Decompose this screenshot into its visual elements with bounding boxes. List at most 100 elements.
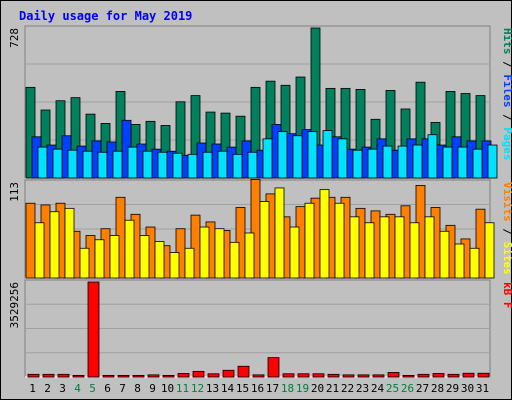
legend-item: Sites bbox=[501, 242, 512, 275]
bar-pages-day-22 bbox=[352, 149, 363, 179]
bar-sites-day-24 bbox=[379, 216, 390, 279]
bar-kbytes-day-2 bbox=[42, 373, 55, 378]
legend-item: Visits bbox=[501, 182, 512, 222]
x-tick-label: 1 bbox=[29, 382, 36, 395]
panel-1: 728 Hits / Files / Pages bbox=[8, 25, 512, 179]
bar-sites-day-3 bbox=[64, 207, 75, 279]
x-tick-label: 11 bbox=[176, 382, 189, 395]
bar-sites-day-1 bbox=[34, 222, 45, 279]
legend-item: kB F bbox=[501, 282, 512, 309]
bar-pages-day-31 bbox=[487, 144, 498, 179]
chart-panels: 728 Hits / Files / Pages 113 Visits / Sites… bbox=[8, 25, 512, 378]
bar-kbytes-day-4 bbox=[72, 374, 85, 378]
bar-sites-day-14 bbox=[229, 241, 240, 279]
x-tick-label: 18 bbox=[281, 382, 294, 395]
bar-pages-day-9 bbox=[157, 151, 168, 179]
bar-pages-day-3 bbox=[67, 149, 78, 179]
panel-max-label: 3529256 bbox=[8, 282, 21, 328]
x-tick-label: 27 bbox=[416, 382, 429, 395]
bar-sites-day-18 bbox=[289, 226, 300, 279]
x-tick-label: 17 bbox=[266, 382, 279, 395]
bar-kbytes-day-6 bbox=[102, 374, 115, 378]
bar-pages-day-12 bbox=[202, 151, 213, 179]
bar-pages-day-30 bbox=[472, 148, 483, 179]
x-tick-label: 9 bbox=[149, 382, 156, 395]
bar-kbytes-day-3 bbox=[57, 373, 70, 378]
bar-pages-day-18 bbox=[292, 135, 303, 179]
bar-kbytes-day-22 bbox=[342, 374, 355, 378]
bar-sites-day-15 bbox=[244, 232, 255, 279]
bar-sites-day-4 bbox=[79, 247, 90, 279]
bar-pages-day-24 bbox=[382, 145, 393, 179]
legend-separator: / bbox=[501, 108, 512, 128]
bar-pages-day-11 bbox=[187, 153, 198, 179]
x-tick-label: 25 bbox=[386, 382, 399, 395]
bar-pages-day-20 bbox=[322, 130, 333, 179]
x-tick-label: 10 bbox=[161, 382, 174, 395]
panel-legend: kB F bbox=[501, 282, 512, 309]
bar-pages-day-5 bbox=[97, 151, 108, 179]
bar-sites-day-7 bbox=[124, 219, 135, 279]
bar-kbytes-day-31 bbox=[477, 372, 490, 378]
bar-kbytes-day-28 bbox=[432, 373, 445, 378]
x-tick-label: 16 bbox=[251, 382, 264, 395]
bar-sites-day-26 bbox=[409, 222, 420, 279]
bar-sites-day-22 bbox=[349, 216, 360, 279]
bar-kbytes-day-7 bbox=[117, 374, 130, 378]
bar-kbytes-day-19 bbox=[297, 373, 310, 378]
x-tick-label: 24 bbox=[371, 382, 385, 395]
bar-kbytes-day-29 bbox=[447, 373, 460, 378]
bar-visits-day-1 bbox=[25, 202, 36, 279]
bar-kbytes-day-26 bbox=[402, 374, 415, 378]
bar-pages-day-15 bbox=[247, 151, 258, 179]
legend-text: Visits / Sites bbox=[501, 182, 512, 275]
bar-sites-day-30 bbox=[469, 247, 480, 279]
legend-item: Hits bbox=[501, 28, 512, 55]
bar-sites-day-17 bbox=[274, 187, 285, 279]
legend-item: Files bbox=[501, 74, 512, 107]
x-tick-label: 31 bbox=[476, 382, 489, 395]
bar-pages-day-28 bbox=[442, 146, 453, 179]
legend-text: Hits / Files / Pages bbox=[501, 28, 512, 161]
bar-kbytes-day-20 bbox=[312, 373, 325, 378]
bar-kbytes-day-14 bbox=[222, 369, 235, 378]
x-tick-label: 8 bbox=[134, 382, 141, 395]
bar-sites-day-12 bbox=[199, 226, 210, 279]
legend-separator: / bbox=[501, 222, 512, 242]
x-tick-label: 14 bbox=[221, 382, 235, 395]
bar-pages-day-23 bbox=[367, 148, 378, 179]
x-tick-label: 20 bbox=[311, 382, 324, 395]
x-tick-label: 19 bbox=[296, 382, 309, 395]
bar-sites-day-25 bbox=[394, 216, 405, 279]
x-tick-label: 12 bbox=[191, 382, 204, 395]
bar-sites-day-8 bbox=[139, 235, 150, 279]
bar-pages-day-7 bbox=[127, 146, 138, 179]
x-tick-label: 29 bbox=[446, 382, 459, 395]
bar-sites-day-19 bbox=[304, 202, 315, 279]
bar-sites-day-2 bbox=[49, 211, 60, 279]
bar-sites-day-20 bbox=[319, 189, 330, 279]
bar-kbytes-day-10 bbox=[162, 374, 175, 378]
bar-sites-day-23 bbox=[364, 222, 375, 279]
x-tick-label: 28 bbox=[431, 382, 444, 395]
panel-legend: Visits / Sites bbox=[501, 182, 512, 275]
panel-legend: Hits / Files / Pages bbox=[501, 28, 512, 161]
bar-sites-day-21 bbox=[334, 202, 345, 279]
bar-pages-day-14 bbox=[232, 153, 243, 179]
bar-pages-day-10 bbox=[172, 152, 183, 179]
panel-2: 113 Visits / Sites bbox=[8, 179, 512, 279]
bar-pages-day-1 bbox=[37, 146, 48, 179]
bar-pages-day-17 bbox=[277, 131, 288, 179]
panel-max-label: 113 bbox=[8, 182, 21, 202]
legend-text: kB F bbox=[501, 282, 512, 309]
bar-kbytes-day-17 bbox=[267, 357, 280, 378]
x-tick-label: 13 bbox=[206, 382, 219, 395]
bar-pages-day-8 bbox=[142, 150, 153, 179]
bar-pages-day-4 bbox=[82, 150, 93, 179]
legend-item: Pages bbox=[501, 127, 512, 160]
bar-sites-day-10 bbox=[169, 252, 180, 279]
x-tick-label: 4 bbox=[74, 382, 81, 395]
bar-kbytes-day-24 bbox=[372, 374, 385, 378]
bar-pages-day-19 bbox=[307, 131, 318, 179]
